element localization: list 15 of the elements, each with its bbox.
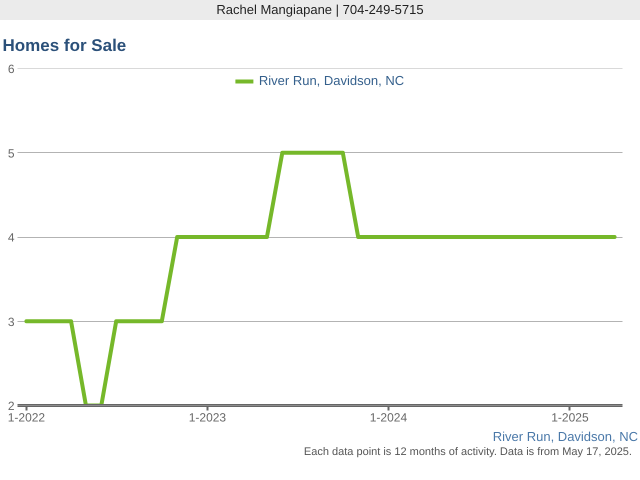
y-tick-label: 5 [8,146,15,160]
x-tick-label: 1-2023 [188,410,226,424]
x-tick-label: 1-2024 [370,410,408,424]
text: Rachel Mangiapane | 704-249-5715 [216,1,424,19]
x-tick-label: 1-2022 [8,410,46,424]
y-tick-label: 3 [8,314,15,329]
line-series [24,150,617,406]
y-tick-label: 4 [8,230,15,244]
legend-label: River Run, Davidson, NC [258,73,404,88]
y-tick-label: 6 [8,62,15,76]
text: Each data point is 12 months of activity. Data is from May 17, 2025. [304,445,632,460]
y-tick-label: 2 [8,399,15,413]
x-tick-label: 1-2025 [551,410,589,424]
text: River Run, Davidson, NC [492,429,638,445]
chart-title: Homes for Sale [2,36,126,55]
